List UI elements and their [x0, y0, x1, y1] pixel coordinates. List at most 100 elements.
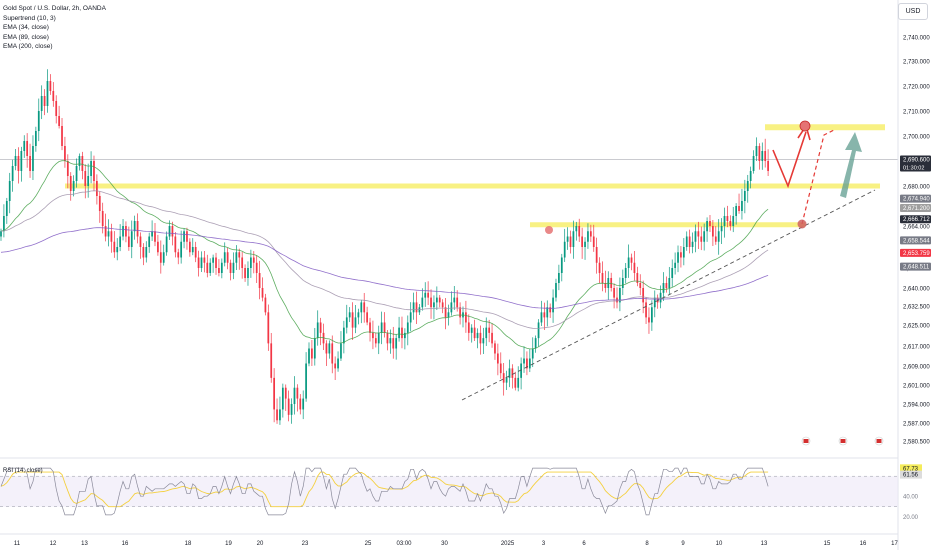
candle-body: [235, 252, 238, 263]
candle-body: [578, 226, 581, 237]
candle-body: [316, 322, 319, 339]
candle-body: [98, 196, 101, 211]
candle-body: [560, 257, 563, 273]
candle-body: [116, 247, 119, 253]
time-tick-label: 11: [14, 541, 21, 547]
candle-body: [421, 297, 424, 308]
candle-body: [709, 221, 711, 226]
price-label-countdown: 01:30:02: [903, 166, 924, 172]
candle-body: [389, 338, 392, 344]
candle-body: [130, 231, 133, 247]
candle-body: [668, 278, 671, 288]
candle-body: [412, 302, 415, 313]
candle-body: [662, 283, 665, 293]
candle-body: [714, 236, 717, 242]
time-tick-label: 13: [81, 541, 88, 547]
candle-body: [281, 387, 284, 410]
candle-body: [674, 262, 676, 268]
candle-body: [680, 252, 682, 258]
candle-body: [87, 176, 90, 186]
candle-body: [348, 312, 351, 318]
candle-body: [589, 231, 592, 237]
price-tick-label: 2,730.000: [903, 60, 930, 66]
candle-body: [401, 327, 403, 339]
candle-body: [447, 312, 450, 318]
candle-body: [32, 146, 34, 171]
candle-body: [386, 332, 389, 344]
candle-body: [642, 288, 645, 303]
candle-body: [650, 307, 653, 323]
candle-body: [369, 322, 371, 333]
candle-body: [93, 161, 95, 181]
candle-body: [55, 101, 58, 116]
candle-body: [52, 91, 55, 101]
rsi-value-tag: [900, 464, 922, 473]
candle-body: [610, 278, 613, 288]
candle-body: [180, 241, 183, 258]
candle-body: [340, 343, 342, 359]
candle-body: [671, 268, 674, 278]
ema-89-line: [0, 190, 769, 329]
candle-body: [537, 322, 540, 339]
indicator-ema-89[interactable]: EMA (89, close): [3, 33, 49, 41]
trendline-dashed: [461, 189, 876, 401]
candle-body: [677, 252, 679, 263]
symbol-title: Gold Spot / U.S. Dollar, 2h, OANDA: [3, 5, 106, 12]
candle-body: [520, 363, 522, 378]
candle-body: [735, 206, 738, 216]
projected-dashed-path: [801, 129, 835, 225]
candle-body: [107, 231, 110, 237]
candle-body: [72, 181, 75, 191]
indicator-supertrend[interactable]: Supertrend (10, 3): [3, 14, 56, 22]
candle-body: [688, 236, 691, 247]
event-flag-stripe: [876, 439, 882, 443]
candle-body: [238, 252, 241, 258]
candle-body: [552, 297, 554, 313]
candle-body: [23, 141, 26, 151]
candle-body: [517, 377, 520, 388]
candle-body: [563, 241, 566, 258]
candle-body: [415, 302, 418, 313]
price-tick-label: 2,700.000: [903, 135, 930, 141]
candle-body: [308, 348, 310, 364]
candle-body: [491, 332, 493, 344]
candle-body: [659, 292, 662, 303]
indicator-ema-34[interactable]: EMA (34, close): [3, 24, 49, 32]
currency-button[interactable]: USD: [898, 3, 928, 20]
candle-body: [43, 96, 46, 106]
candle-body: [465, 312, 467, 323]
candle-body: [700, 236, 703, 242]
candle-body: [293, 387, 296, 404]
candle-body: [372, 332, 374, 339]
candle-body: [244, 268, 246, 278]
candle-body: [366, 312, 368, 323]
time-tick-label: 16: [860, 541, 867, 547]
candle-body: [90, 161, 92, 176]
candle-body: [377, 332, 380, 344]
time-tick-label: 13: [761, 541, 768, 547]
candle-body: [743, 191, 746, 201]
candle-body: [604, 283, 607, 288]
rsi-tick-label: 40.00: [903, 495, 919, 501]
candle-body: [194, 247, 197, 258]
candle-body: [337, 358, 339, 369]
candle-body: [232, 262, 235, 273]
candle-body: [96, 181, 98, 196]
candle-body: [119, 236, 122, 247]
time-axis[interactable]: 11 12 13 16 18 19 20 23 25 03:00 30 2025 3 6 8 9 10 13 15 1…: [0, 533, 898, 547]
candle-body: [479, 332, 482, 344]
candle-body: [110, 231, 113, 242]
candle-body: [511, 368, 514, 378]
candle-body: [703, 231, 706, 242]
candle-body: [572, 231, 575, 247]
candle-body: [299, 398, 302, 410]
indicator-ema-200[interactable]: EMA (200, close): [3, 43, 53, 51]
price-axis[interactable]: 2,740.000 2,730.000 2,720.000 2,710.000 2,70…: [897, 0, 931, 550]
candle-body: [302, 398, 305, 410]
candle-body: [639, 283, 642, 288]
candle-body: [682, 247, 685, 258]
candles: [0, 69, 769, 425]
rsi-tick-label: 61.56: [903, 473, 919, 479]
price-label-text: 2,653.759: [903, 251, 930, 257]
